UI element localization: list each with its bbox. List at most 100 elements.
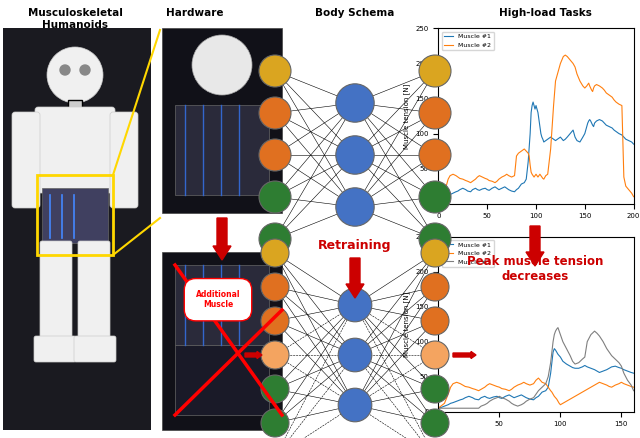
Muscle #3 <box>461 406 469 411</box>
Circle shape <box>336 136 374 174</box>
FancyArrow shape <box>213 218 231 260</box>
Circle shape <box>261 341 289 369</box>
Muscle #1 <box>529 99 537 105</box>
Circle shape <box>261 239 289 267</box>
FancyBboxPatch shape <box>162 28 282 213</box>
Muscle #1 <box>498 396 506 401</box>
Text: High-load Tasks: High-load Tasks <box>499 8 591 18</box>
Circle shape <box>259 55 291 87</box>
Muscle #3 <box>599 339 607 344</box>
Circle shape <box>261 273 289 301</box>
FancyBboxPatch shape <box>42 188 108 243</box>
Muscle #2 <box>534 375 542 381</box>
Circle shape <box>259 97 291 129</box>
Text: Body Schema: Body Schema <box>316 8 395 18</box>
Circle shape <box>421 409 449 437</box>
Y-axis label: Muscle tension [N]: Muscle tension [N] <box>403 291 410 357</box>
Circle shape <box>419 55 451 87</box>
FancyBboxPatch shape <box>175 345 269 415</box>
Muscle #3 <box>630 388 637 393</box>
Text: Retraining: Retraining <box>318 240 392 252</box>
FancyBboxPatch shape <box>162 252 282 430</box>
Line: Muscle #2: Muscle #2 <box>438 378 634 408</box>
FancyArrow shape <box>526 226 544 266</box>
Circle shape <box>419 223 451 255</box>
Text: Peak muscle tension
decreases: Peak muscle tension decreases <box>467 255 603 283</box>
Circle shape <box>419 181 451 213</box>
Muscle #2 <box>461 384 469 389</box>
Muscle #1 <box>435 198 442 203</box>
Muscle #2 <box>483 382 491 388</box>
Muscle #2 <box>498 386 506 391</box>
FancyArrow shape <box>346 258 364 298</box>
Y-axis label: Muscle tension [N]: Muscle tension [N] <box>403 83 410 149</box>
Circle shape <box>338 338 372 372</box>
Circle shape <box>261 307 289 335</box>
FancyBboxPatch shape <box>78 241 110 345</box>
Muscle #2 <box>561 53 569 58</box>
Line: Muscle #2: Muscle #2 <box>438 55 634 200</box>
Muscle #2 <box>538 174 546 180</box>
Circle shape <box>261 375 289 403</box>
Circle shape <box>80 65 90 75</box>
Muscle #3 <box>498 395 506 400</box>
FancyArrow shape <box>453 352 476 358</box>
Muscle #1 <box>550 346 558 351</box>
Muscle #3 <box>435 406 442 411</box>
FancyBboxPatch shape <box>12 112 40 208</box>
FancyBboxPatch shape <box>74 336 116 362</box>
Muscle #1 <box>630 371 637 376</box>
Muscle #1 <box>536 124 544 129</box>
Muscle #2 <box>467 180 474 185</box>
Line: Muscle #1: Muscle #1 <box>438 349 634 408</box>
Circle shape <box>261 409 289 437</box>
Line: Muscle #3: Muscle #3 <box>438 328 634 408</box>
Circle shape <box>338 388 372 422</box>
Muscle #3 <box>603 346 611 351</box>
Circle shape <box>60 65 70 75</box>
Text: Additional
Muscle: Additional Muscle <box>196 290 240 309</box>
Muscle #2 <box>549 392 557 397</box>
FancyBboxPatch shape <box>175 265 269 345</box>
Muscle #2 <box>630 385 637 390</box>
Circle shape <box>336 188 374 226</box>
Muscle #1 <box>483 395 491 400</box>
Circle shape <box>421 273 449 301</box>
FancyBboxPatch shape <box>40 241 72 345</box>
Muscle #2 <box>501 173 509 178</box>
Circle shape <box>421 341 449 369</box>
Circle shape <box>419 97 451 129</box>
Legend: Muscle #1, Muscle #2: Muscle #1, Muscle #2 <box>442 32 494 50</box>
Circle shape <box>421 239 449 267</box>
FancyArrow shape <box>245 352 262 358</box>
Circle shape <box>259 139 291 171</box>
Circle shape <box>421 375 449 403</box>
Line: Muscle #1: Muscle #1 <box>438 102 634 200</box>
Muscle #1 <box>435 406 442 411</box>
Muscle #1 <box>467 189 474 194</box>
Muscle #2 <box>630 194 637 199</box>
Circle shape <box>47 47 103 103</box>
FancyBboxPatch shape <box>110 112 138 208</box>
Muscle #1 <box>599 368 607 374</box>
Circle shape <box>259 181 291 213</box>
Text: Hardware: Hardware <box>166 8 224 18</box>
FancyBboxPatch shape <box>35 107 115 193</box>
FancyBboxPatch shape <box>3 28 151 430</box>
Muscle #2 <box>612 99 620 105</box>
Muscle #2 <box>528 172 536 177</box>
Muscle #1 <box>528 103 536 108</box>
Circle shape <box>192 35 252 95</box>
Muscle #1 <box>539 137 547 142</box>
Muscle #2 <box>435 406 442 411</box>
Circle shape <box>259 223 291 255</box>
Legend: Muscle #1, Muscle #2, Muscle #3: Muscle #1, Muscle #2, Muscle #3 <box>442 240 494 267</box>
Circle shape <box>338 288 372 322</box>
Muscle #1 <box>612 129 620 134</box>
FancyBboxPatch shape <box>175 105 269 195</box>
Muscle #1 <box>461 395 469 400</box>
Muscle #1 <box>501 184 509 190</box>
Muscle #1 <box>548 360 556 365</box>
Muscle #3 <box>548 350 556 355</box>
Circle shape <box>336 84 374 122</box>
